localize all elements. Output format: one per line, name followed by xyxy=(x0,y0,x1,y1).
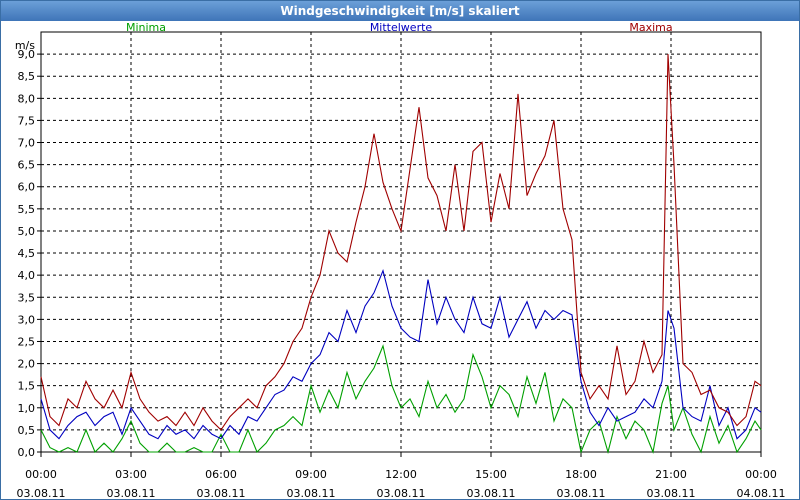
x-tick-date: 03.08.11 xyxy=(107,487,156,499)
y-tick-label: 3,5 xyxy=(18,291,36,304)
x-tick-date: 03.08.11 xyxy=(197,487,246,499)
legend-mittelwerte: Mittelwerte xyxy=(370,22,433,34)
y-tick-label: 7,5 xyxy=(18,114,36,127)
x-tick-time: 18:00 xyxy=(565,468,597,481)
chart-title: Windgeschwindigkeit [m/s] skaliert xyxy=(1,1,799,21)
grid xyxy=(41,32,761,452)
wind-speed-chart: 0,0 0,5 1,0 1,5 2,0 2,5 3,0 3,5 4,0 4,5 5,0 5,5 6,0 6… xyxy=(15,22,786,499)
x-tick-time: 00:00 xyxy=(745,468,777,481)
y-tick-label: 1,0 xyxy=(18,402,36,415)
x-tick-date: 03.08.11 xyxy=(17,487,66,499)
y-tick-label: 3,0 xyxy=(18,313,36,326)
x-tick-time: 00:00 xyxy=(25,468,57,481)
x-tick-date: 03.08.11 xyxy=(287,487,336,499)
legend-minima: Minima xyxy=(126,22,166,34)
y-axis-ticks: 0,0 0,5 1,0 1,5 2,0 2,5 3,0 3,5 4,0 4,5 5,0 5,5 6,0 6… xyxy=(15,39,41,459)
y-tick-label: 5,0 xyxy=(18,225,36,238)
x-tick-date: 03.08.11 xyxy=(647,487,696,499)
y-tick-label: 6,0 xyxy=(18,181,36,194)
x-tick-date: 03.08.11 xyxy=(377,487,426,499)
x-tick-time: 06:00 xyxy=(205,468,237,481)
y-axis-label: m/s xyxy=(15,39,35,52)
x-tick-time: 21:00 xyxy=(655,468,687,481)
x-axis-ticks: 00:00 03.08.11 03:00 03.08.11 06:00 03.08.11 0… xyxy=(17,452,786,499)
x-tick-time: 03:00 xyxy=(115,468,147,481)
y-tick-label: 9,0 xyxy=(18,48,36,61)
x-tick-time: 15:00 xyxy=(475,468,507,481)
y-tick-label: 0,0 xyxy=(18,446,36,459)
y-tick-label: 8,0 xyxy=(18,92,36,105)
x-tick-time: 09:00 xyxy=(295,468,327,481)
series-line-maxima xyxy=(40,54,762,431)
y-tick-label: 0,5 xyxy=(18,424,36,437)
y-tick-label: 7,0 xyxy=(18,137,36,150)
x-tick-date: 03.08.11 xyxy=(467,487,516,499)
x-tick-time: 12:00 xyxy=(385,468,417,481)
y-tick-label: 2,5 xyxy=(18,335,36,348)
x-tick-date: 04.08.11 xyxy=(737,487,786,499)
legend-maxima: Maxima xyxy=(629,22,672,34)
y-tick-label: 5,5 xyxy=(18,203,36,216)
y-tick-label: 8,5 xyxy=(18,70,36,83)
y-tick-label: 1,5 xyxy=(18,380,36,393)
series-line-minima xyxy=(40,344,762,455)
y-tick-label: 6,5 xyxy=(18,159,36,172)
y-tick-label: 2,0 xyxy=(18,358,36,371)
x-tick-date: 03.08.11 xyxy=(557,487,606,499)
y-tick-label: 4,5 xyxy=(18,247,36,260)
series-line-mittelwerte xyxy=(40,268,762,440)
legend: Minima Mittelwerte Maxima xyxy=(126,22,673,34)
series-lines xyxy=(40,54,762,455)
y-tick-label: 4,0 xyxy=(18,269,36,282)
